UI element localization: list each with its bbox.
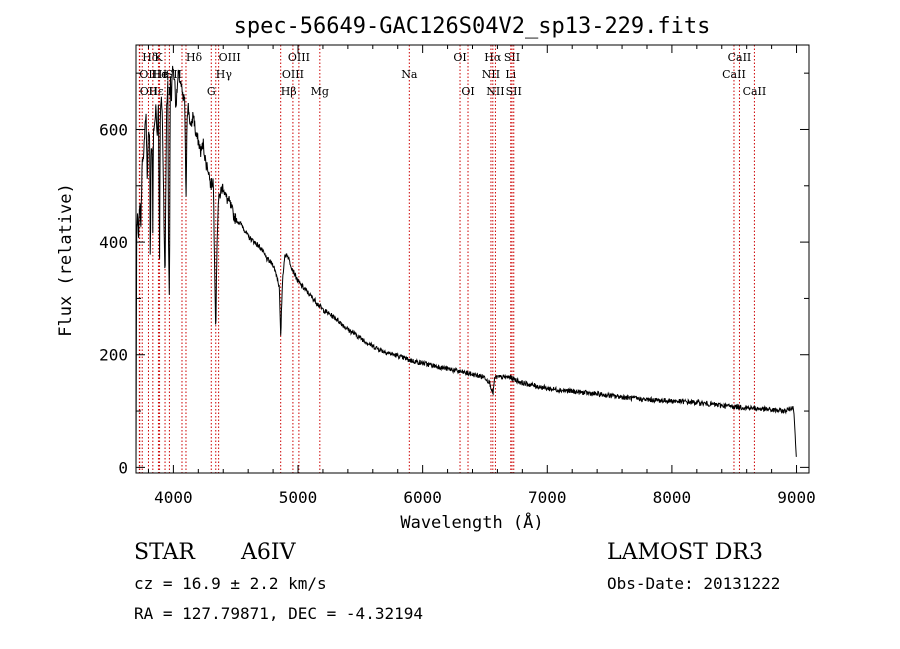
x-tick-label: 7000 [528,488,567,507]
y-tick-label: 0 [118,458,128,477]
x-tick-label: 6000 [403,488,442,507]
y-axis-label: Flux (relative) [56,183,76,337]
line-label: I [167,85,171,98]
line-label: Hδ [142,51,159,64]
line-label: OIII [219,51,241,64]
x-axis-label: Wavelength (Å) [400,511,543,533]
line-label: I [163,68,167,81]
spectrum-trace [135,65,797,468]
observation-date: Obs-Date: 20131222 [607,574,781,593]
line-label: CaII [743,85,767,98]
line-label: Hε [148,85,164,98]
spectrum-line [135,65,797,468]
line-label: Hδ [186,51,203,64]
survey-name: LAMOST DR3 [607,540,763,565]
sky-coordinates: RA = 127.79871, DEC = -4.32194 [134,604,423,623]
redshift-value: cz = 16.9 ± 2.2 km/s [134,574,327,593]
y-tick-label: 400 [99,233,128,252]
axes: 4000 5000 6000 7000 8000 9000 0 200 400 600 [99,45,816,507]
line-label: NII [482,68,500,81]
line-label: OIII [288,51,310,64]
line-label: Na [401,68,418,81]
line-label: Hβ [281,85,297,98]
x-tick-label: 4000 [154,488,193,507]
line-label: Mg [311,85,329,98]
line-label: K [154,51,163,64]
line-label: OI [461,85,474,98]
y-tick-label: 200 [99,346,128,365]
line-label: He [152,68,168,81]
line-label: CaII [722,68,746,81]
line-label: Li [505,68,516,81]
line-label: Hγ [216,68,233,81]
object-type: STAR [134,540,195,565]
line-label: OI [453,51,466,64]
x-tick-label: 5000 [279,488,318,507]
line-label: SII [506,85,522,98]
line-label: G [207,85,216,98]
line-label: CaII [728,51,752,64]
y-tick-label: 600 [99,120,128,139]
line-label: OIII [282,68,304,81]
spectral-subclass: A6IV [241,540,296,565]
line-label: Hα [484,51,502,64]
x-tick-label: 9000 [777,488,816,507]
line-label: SII [504,51,520,64]
chart-title: spec-56649-GAC126S04V2_sp13-229.fits [234,14,711,39]
x-tick-label: 8000 [653,488,692,507]
plot-frame [135,44,810,474]
line-label: NII [486,85,504,98]
